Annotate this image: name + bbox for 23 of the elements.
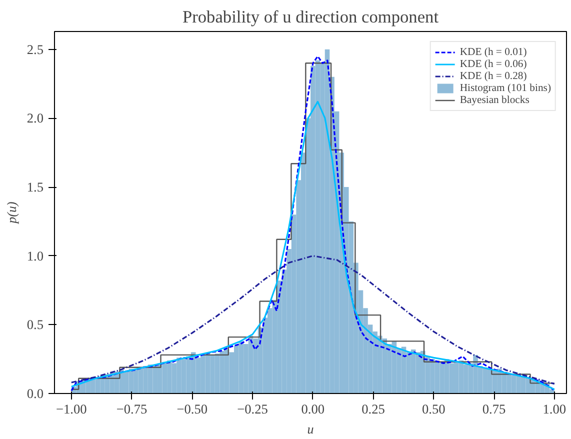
y-axis-title: p(u) — [4, 202, 19, 224]
y-tick-label: 2.0 — [26, 110, 44, 126]
x-tick-label: −0.25 — [237, 402, 268, 416]
x-tick-label: 0.75 — [482, 402, 506, 416]
chart-title: Probability of u direction component — [182, 8, 439, 26]
x-tick-label: −0.50 — [176, 402, 208, 416]
y-tick-label: 0.5 — [26, 317, 44, 332]
y-tick-label: 2.5 — [26, 42, 44, 57]
legend-label: KDE (h = 0.01) — [460, 46, 527, 58]
y-tick-label: 0.0 — [26, 386, 44, 401]
x-tick-label: 0.00 — [301, 402, 325, 416]
x-tick-label: 0.50 — [422, 402, 446, 416]
x-tick-label: 0.25 — [362, 402, 386, 416]
legend-label: Histogram (101 bins) — [460, 82, 551, 94]
x-tick-label: −1.00 — [56, 402, 88, 416]
x-tick-label: −0.75 — [116, 402, 148, 416]
y-tick-label: 1.0 — [26, 248, 44, 264]
legend-label: KDE (h = 0.06) — [460, 58, 527, 70]
legend-label: KDE (h = 0.28) — [460, 70, 527, 82]
legend-label: Bayesian blocks — [460, 94, 530, 106]
y-tick-label: 1.5 — [26, 180, 44, 195]
x-axis-title: u — [307, 422, 314, 436]
x-tick-label: 1.00 — [542, 402, 566, 416]
